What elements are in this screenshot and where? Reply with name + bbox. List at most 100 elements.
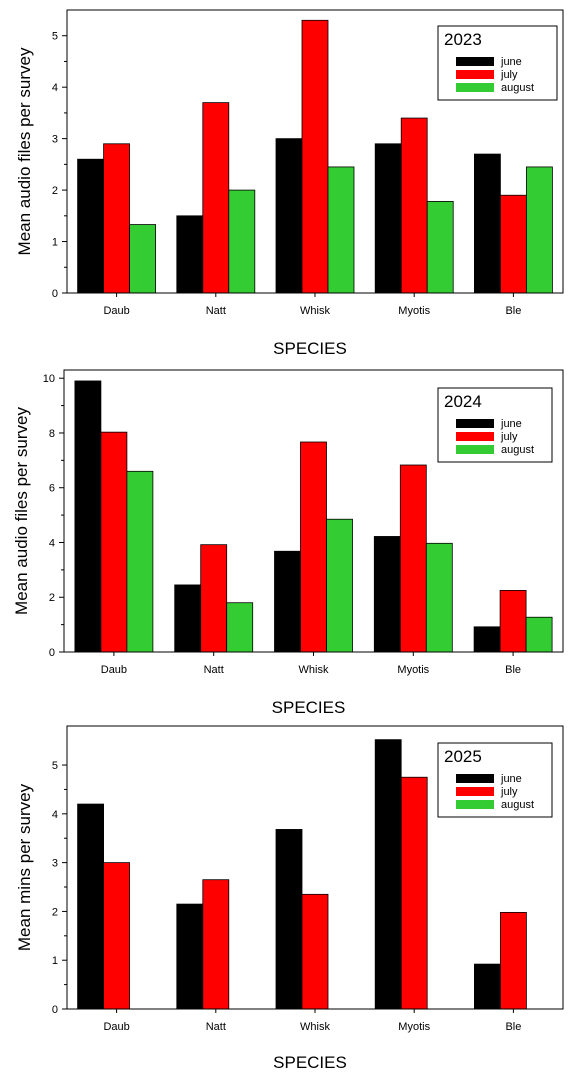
legend-swatch-july	[456, 787, 494, 796]
legend-swatch-august	[456, 800, 494, 809]
bar-june-myotis	[373, 536, 401, 653]
bar-august-ble	[525, 616, 553, 653]
y-tick-label: 3	[52, 858, 58, 870]
bar-july-natt	[202, 102, 230, 294]
x-tick-label: Daub	[103, 305, 129, 317]
bar-june-whisk	[274, 550, 301, 653]
legend-swatch-june	[456, 774, 494, 783]
chart-panel-2024: Daub Natt Whisk Myotis Ble 0 2 4 6 8 10 SPECIES Mean…	[12, 369, 564, 717]
legend-label-august: august	[501, 82, 534, 94]
x-axis-label: SPECIES	[273, 1053, 347, 1072]
plot-frame	[63, 369, 564, 653]
chart-panel-2025: Daub Natt Whisk Myotis Ble 0 1 2 3 4 5 SPECIES Mean …	[15, 725, 564, 1072]
legend-label-august: august	[501, 799, 534, 811]
bar-august-ble	[526, 166, 553, 294]
bar-july-myotis	[400, 117, 428, 294]
x-tick-label: Whisk	[299, 664, 329, 676]
x-tick-label: Ble	[505, 305, 521, 317]
bar-june-ble	[473, 153, 501, 294]
x-tick-label: Ble	[505, 1021, 521, 1033]
bar-june-natt	[176, 903, 204, 1010]
bar-july-daub	[103, 143, 130, 294]
y-tick-label: 10	[43, 373, 55, 385]
legend-label-july: july	[500, 69, 518, 81]
legend-swatch-august	[456, 83, 494, 92]
y-tick-label: 1	[52, 955, 58, 967]
bar-august-natt	[228, 189, 256, 294]
legend-swatch-august	[456, 445, 494, 454]
bar-august-daub	[129, 224, 157, 294]
y-tick-label: 2	[52, 906, 58, 918]
bar-july-natt	[200, 544, 228, 653]
legend-label-june: june	[500, 773, 522, 785]
x-axis-label: SPECIES	[273, 339, 347, 358]
bar-july-daub	[100, 431, 128, 653]
y-tick-label: 5	[52, 31, 58, 43]
legend-title: 2023	[444, 30, 482, 49]
bar-june-ble	[473, 963, 501, 1010]
bar-july-ble	[499, 194, 527, 294]
bar-june-ble	[473, 626, 501, 653]
y-tick-label: 2	[52, 185, 58, 197]
x-tick-label: Myotis	[398, 1021, 430, 1033]
bar-august-natt	[226, 602, 254, 653]
bar-july-whisk	[301, 893, 329, 1010]
bar-july-whisk	[300, 441, 327, 653]
legend-title: 2024	[444, 392, 482, 411]
bar-july-myotis	[399, 464, 427, 653]
chart-panel-2023: Daub Natt Whisk Myotis Ble 0 1 2 3 4 5 SPECIES Mean …	[15, 9, 564, 358]
y-tick-label: 0	[52, 1004, 58, 1016]
y-tick-label: 5	[52, 760, 58, 772]
y-axis-label: Mean mins per survey	[15, 783, 34, 951]
y-tick-label: 2	[49, 592, 55, 604]
legend-title: 2025	[444, 747, 482, 766]
bar-july-whisk	[301, 19, 329, 294]
plot-frame	[66, 9, 564, 294]
bar-june-whisk	[275, 829, 303, 1010]
legend-label-august: august	[501, 444, 534, 456]
y-axis-label: Mean audio files per survey	[12, 407, 31, 615]
bar-july-myotis	[400, 776, 428, 1010]
bar-july-ble	[499, 911, 527, 1010]
x-tick-label: Myotis	[398, 305, 430, 317]
plot-frame	[66, 725, 564, 1010]
bar-august-daub	[126, 470, 154, 653]
bar-june-daub	[77, 158, 104, 294]
bar-july-ble	[499, 589, 527, 653]
x-tick-label: Daub	[103, 1021, 129, 1033]
legend-swatch-june	[456, 57, 494, 66]
x-tick-label: Whisk	[300, 1021, 330, 1033]
bar-july-natt	[202, 879, 230, 1010]
x-tick-label: Whisk	[300, 305, 330, 317]
bar-june-daub	[74, 380, 102, 653]
x-tick-label: Natt	[204, 664, 224, 676]
y-tick-label: 1	[52, 237, 58, 249]
y-tick-label: 0	[52, 288, 58, 300]
legend-swatch-june	[456, 419, 494, 428]
bar-june-myotis	[374, 739, 402, 1010]
legend-label-june: june	[500, 56, 522, 68]
bar-august-whisk	[326, 518, 353, 653]
bar-june-daub	[77, 803, 104, 1010]
legend-swatch-july	[456, 432, 494, 441]
legend-label-july: july	[500, 786, 518, 798]
bar-july-daub	[103, 862, 130, 1010]
y-tick-label: 4	[52, 82, 58, 94]
bar-august-whisk	[327, 166, 355, 294]
x-tick-label: Natt	[206, 1021, 226, 1033]
legend-label-june: june	[500, 418, 522, 430]
bar-august-myotis	[426, 201, 454, 294]
y-tick-label: 8	[49, 428, 55, 440]
bar-june-myotis	[374, 143, 402, 294]
bar-august-myotis	[425, 542, 453, 653]
x-tick-label: Natt	[206, 305, 226, 317]
x-tick-label: Ble	[505, 664, 521, 676]
y-tick-label: 4	[49, 537, 55, 549]
y-tick-label: 6	[49, 483, 55, 495]
x-axis-label: SPECIES	[272, 698, 346, 717]
y-axis-label: Mean audio files per survey	[15, 47, 34, 255]
